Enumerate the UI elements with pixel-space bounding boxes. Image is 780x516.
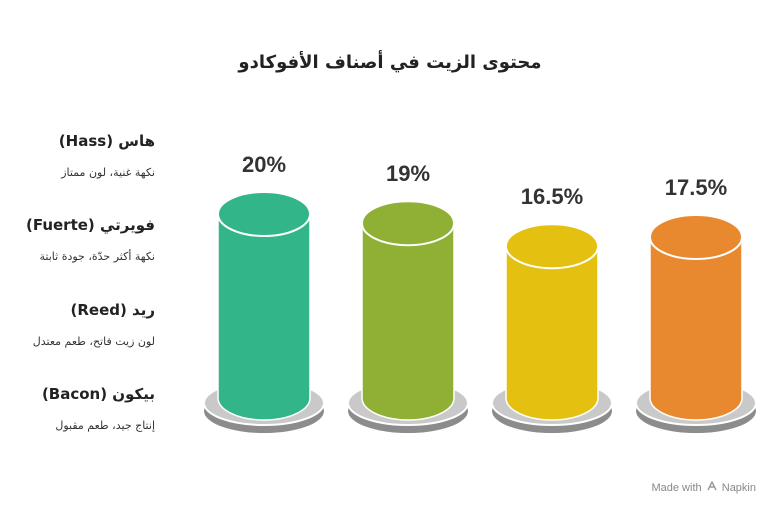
legend-desc: إنتاج جيد، طعم مقبول: [55, 419, 155, 432]
napkin-logo-icon: [707, 480, 717, 494]
legend-desc: نكهة أكثر حدّة، جودة ثابتة: [39, 250, 156, 263]
legend-desc: نكهة غنية، لون ممتاز: [61, 166, 155, 179]
legend-item-bacon: بيكون (Bacon) إنتاج جيد، طعم مقبول: [42, 385, 155, 432]
bar-top: [649, 214, 743, 260]
legend-item-fuerte: فويرتي (Fuerte) نكهة أكثر حدّة، جودة ثاب…: [26, 216, 155, 263]
data-label: 17.5%: [665, 175, 727, 200]
legend-name: هاس (Hass): [58, 132, 155, 150]
bar-body: [505, 245, 599, 421]
legend-item-reed: ريد (Reed) لون زيت فاتح، طعم معتدل: [33, 301, 155, 348]
legend-name: ريد (Reed): [70, 301, 155, 319]
bar-body: [649, 236, 743, 421]
data-label: 20%: [242, 152, 286, 177]
bar-body: [217, 213, 311, 421]
made-with-napkin-watermark: Made with Napkin: [651, 480, 756, 494]
legend-name: بيكون (Bacon): [41, 385, 155, 403]
watermark-prefix: Made with: [651, 482, 702, 494]
legend-name: فويرتي (Fuerte): [25, 216, 155, 234]
watermark-brand: Napkin: [721, 482, 756, 494]
data-label: 16.5%: [521, 184, 583, 209]
data-label: 19%: [386, 161, 430, 186]
bar-top: [361, 200, 455, 247]
bar-body: [361, 222, 455, 421]
bar-top: [505, 223, 599, 270]
legend-item-hass: هاس (Hass) نكهة غنية، لون ممتاز: [59, 132, 155, 179]
bar-top: [217, 191, 311, 237]
chart-title: محتوى الزيت في أصناف الأفوكادو: [238, 52, 542, 73]
legend-desc: لون زيت فاتح، طعم معتدل: [32, 335, 155, 348]
